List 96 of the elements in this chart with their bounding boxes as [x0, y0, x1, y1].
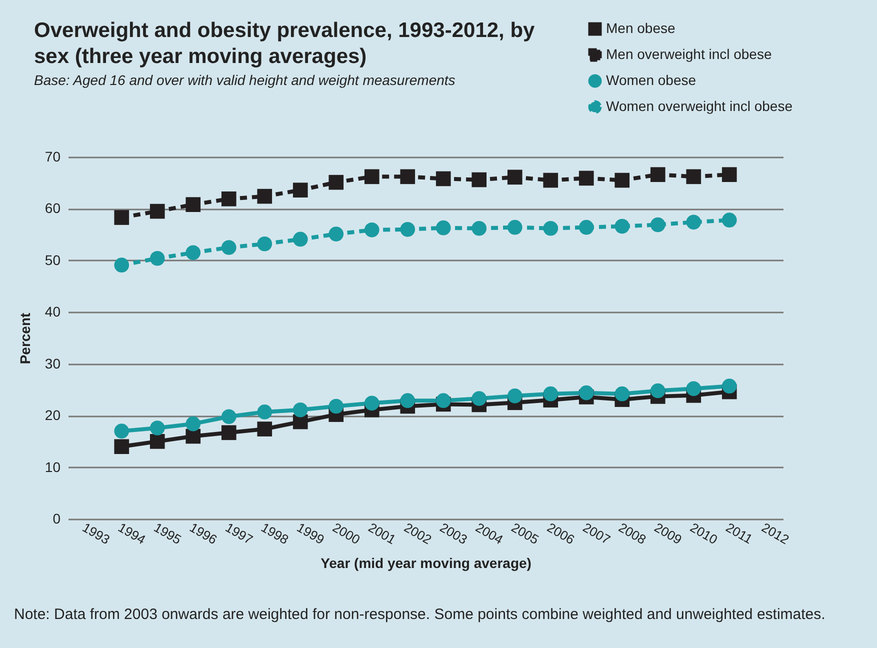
point: [114, 439, 130, 454]
x-tick-label: 2005: [508, 520, 542, 548]
y-tick-label: 50: [44, 252, 61, 268]
point: [650, 167, 666, 182]
x-tick-label: 1993: [80, 520, 112, 548]
x-tick-label: 1999: [294, 520, 327, 548]
legend-label: Women obese: [606, 72, 696, 88]
chart-subtitle: Base: Aged 16 and over with valid height and weight measurements: [34, 72, 456, 88]
point: [472, 172, 487, 188]
point: [722, 212, 737, 228]
point: [221, 191, 236, 206]
point: [614, 172, 630, 188]
x-tick-label: 2003: [437, 520, 470, 548]
point: [614, 218, 630, 234]
x-tick-label: 2000: [330, 520, 363, 548]
point: [400, 222, 416, 237]
point: [436, 171, 451, 186]
point: [114, 210, 130, 225]
x-tick-label: 2010: [688, 520, 720, 548]
legend-label: Men obese: [606, 20, 676, 36]
point: [400, 169, 416, 184]
point: [543, 220, 558, 236]
point: [257, 188, 272, 204]
point: [650, 217, 666, 232]
point: [292, 402, 308, 418]
point: [578, 170, 594, 186]
point: [400, 393, 416, 408]
point: [186, 197, 201, 212]
point: [114, 424, 130, 438]
point: [543, 386, 558, 402]
x-tick-label: 2009: [652, 520, 684, 548]
point: [507, 388, 522, 404]
point: [186, 428, 201, 444]
point: [686, 214, 702, 230]
point: [578, 220, 594, 235]
x-tick-label: 1995: [151, 520, 184, 548]
point: [292, 182, 308, 198]
y-tick-label: 30: [44, 355, 61, 372]
point: [507, 170, 522, 185]
x-tick-label: 2008: [616, 520, 649, 548]
y-tick-label: 40: [44, 304, 61, 320]
y-tick-label: 10: [44, 458, 61, 475]
point: [150, 204, 165, 219]
point: [507, 220, 522, 235]
y-tick-label: 60: [44, 200, 61, 216]
point: [186, 416, 201, 432]
point: [650, 383, 666, 398]
point: [364, 396, 380, 411]
y-tick-label: 70: [44, 148, 61, 164]
point: [150, 434, 165, 449]
point: [578, 385, 594, 400]
legend-label: Men overweight incl obese: [606, 46, 772, 62]
x-tick-label: 2012: [759, 520, 792, 548]
point: [722, 378, 737, 394]
point: [722, 167, 737, 182]
point: [364, 169, 380, 184]
point: [150, 420, 165, 436]
legend-label: Women overweight incl obese: [606, 98, 793, 114]
point: [257, 404, 272, 420]
y-tick-label: 20: [44, 407, 61, 424]
point: [686, 169, 702, 184]
point: [328, 174, 344, 190]
y-axis-title: Percent: [16, 312, 33, 364]
point: [221, 409, 236, 424]
x-tick-label: 2011: [723, 520, 756, 547]
point: [614, 386, 630, 402]
point: [364, 222, 380, 238]
point: [150, 250, 165, 266]
y-tick-label: 0: [52, 510, 61, 526]
point: [472, 391, 487, 406]
point: [292, 232, 308, 247]
x-tick-label: 2007: [580, 520, 613, 548]
point: [221, 240, 236, 255]
point: [436, 393, 451, 408]
text: Note: Data from 2003 onwards are weighted for non-response. Some points combine weighted and unweighted estimates.: [14, 606, 826, 623]
point: [472, 220, 487, 236]
x-tick-label: 2006: [544, 520, 578, 548]
x-tick-label: 1997: [222, 520, 256, 548]
point: [257, 236, 272, 252]
point: [114, 258, 130, 272]
point: [257, 422, 272, 436]
x-tick-label: 2004: [473, 520, 506, 548]
x-tick-label: 1994: [116, 520, 148, 548]
x-tick-label: 1998: [258, 520, 292, 548]
x-axis-title: Year (mid year moving average): [320, 555, 532, 572]
point: [221, 425, 236, 440]
point: [436, 220, 451, 236]
x-tick-label: 2001: [366, 520, 398, 548]
point: [186, 245, 201, 260]
x-tick-label: 2002: [402, 520, 434, 548]
point: [328, 226, 344, 242]
chart-title: Overweight and obesity prevalence, 1993-2012, by sex (three year moving averages): [34, 18, 536, 70]
x-tick-label: 1996: [187, 520, 220, 548]
point: [686, 381, 702, 396]
point: [543, 172, 558, 188]
point: [328, 398, 344, 414]
